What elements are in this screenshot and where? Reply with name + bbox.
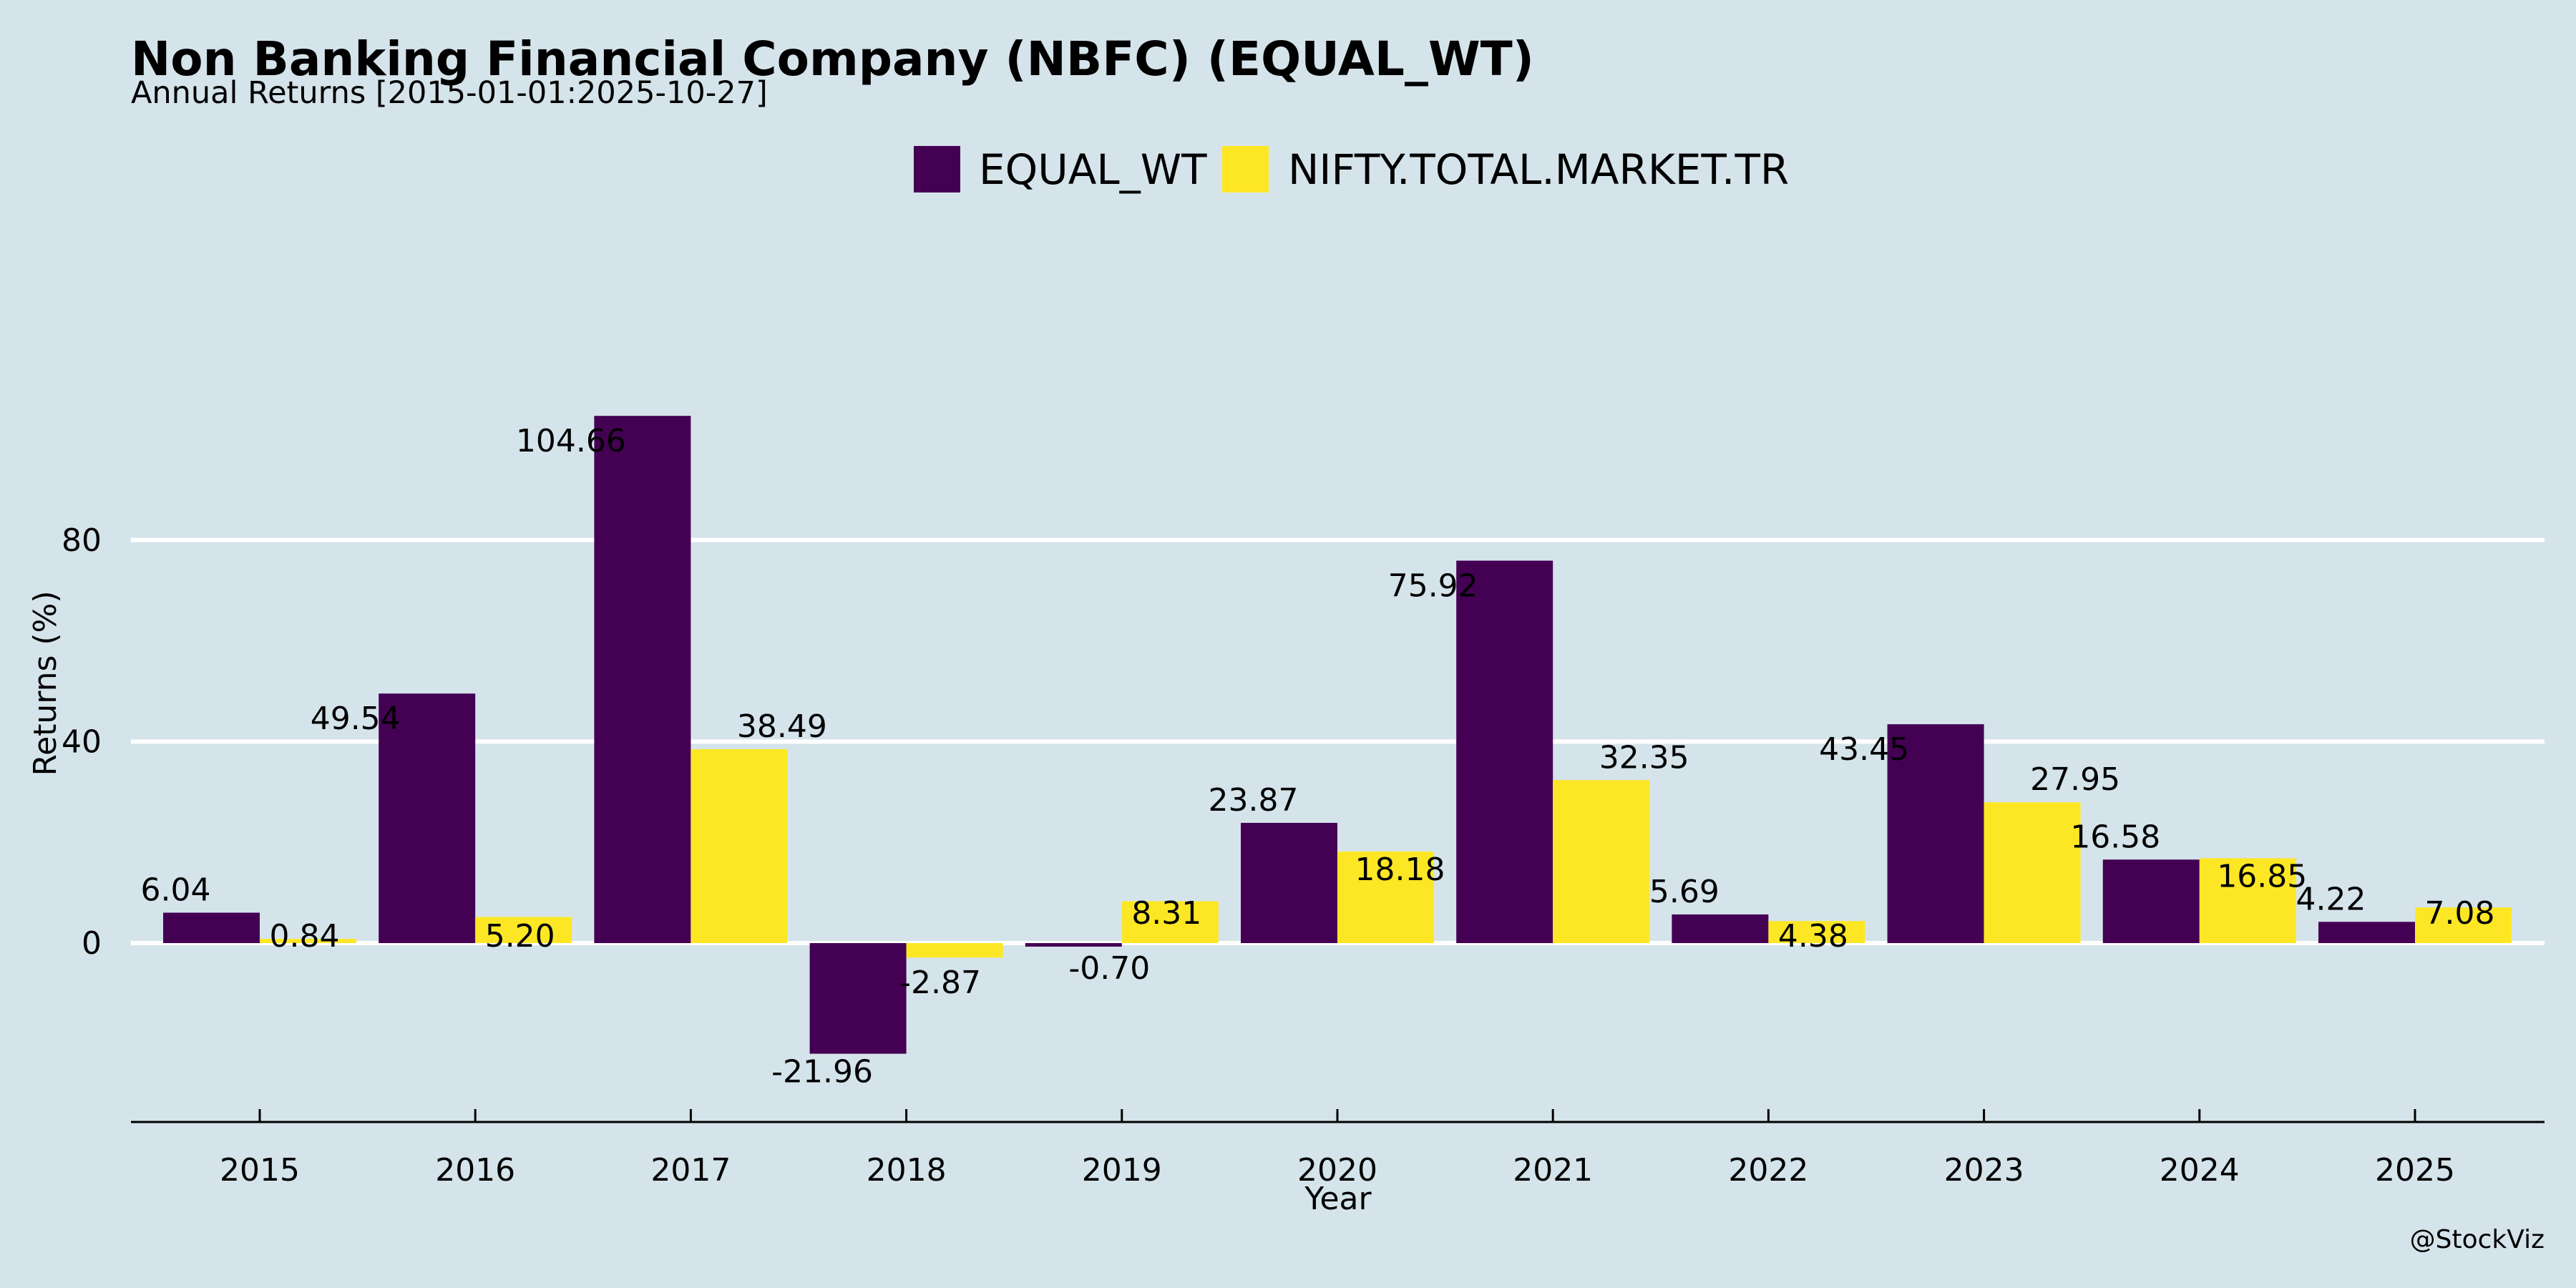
legend: EQUAL_WT NIFTY.TOTAL.MARKET.TR [914, 145, 1789, 194]
x-tick-label-2019: 2019 [1082, 1152, 1162, 1189]
data-label-nifty-2020: 18.18 [1355, 852, 1445, 888]
bar-nifty-2015 [260, 939, 356, 943]
bar-equal-wt-2016 [379, 693, 476, 943]
bar-equal-wt-2020 [1241, 822, 1337, 943]
x-tick-label-2017: 2017 [650, 1152, 731, 1189]
x-axis-title: Year [1304, 1181, 1372, 1217]
data-label-nifty-2016: 5.20 [485, 918, 555, 955]
x-tick-label-2020: 2020 [1297, 1152, 1377, 1189]
x-tick-label-2015: 2015 [220, 1152, 300, 1189]
bar-nifty-2025 [2415, 907, 2512, 943]
data-label-equal-wt-2023: 43.45 [1819, 731, 1909, 768]
bar-nifty-2016 [475, 917, 572, 943]
data-label-equal-wt-2015: 6.04 [141, 872, 211, 908]
y-ticks: 0 40 80 [62, 522, 102, 962]
data-label-equal-wt-2020: 23.87 [1209, 782, 1299, 819]
x-axis: 2015 2016 2017 2018 2019 2020 2021 2022 2023 2024… [131, 1109, 2545, 1189]
bar-nifty-2020 [1337, 852, 1434, 943]
bar-nifty-2021 [1553, 780, 1650, 943]
y-axis-title: Returns (%) [27, 590, 64, 776]
chart-title: Non Banking Financial Company (NBFC) (EQ… [131, 31, 1534, 87]
data-label-equal-wt-2022: 5.69 [1649, 874, 1719, 910]
bar-nifty-2018 [906, 943, 1003, 958]
x-tick-label-2016: 2016 [435, 1152, 515, 1189]
bars [163, 416, 2512, 1054]
data-label-nifty-2025: 7.08 [2425, 895, 2495, 932]
legend-swatch-equal-wt [914, 146, 960, 192]
data-label-nifty-2023: 27.95 [2030, 761, 2120, 798]
x-tick-label-2024: 2024 [2160, 1152, 2240, 1189]
y-tick-label-0: 0 [82, 925, 102, 962]
data-labels: 6.04 49.54 104.66 -21.96 -0.70 23.87 75.92 5.69… [141, 423, 2495, 1090]
credit-label: @StockViz [2410, 1225, 2545, 1254]
data-label-nifty-2021: 32.35 [1599, 739, 1689, 776]
data-label-nifty-2015: 0.84 [270, 918, 340, 955]
bar-equal-wt-2023 [1887, 724, 1984, 943]
bar-equal-wt-2022 [1672, 914, 1769, 943]
bar-nifty-2019 [1121, 901, 1219, 943]
bar-equal-wt-2019 [1025, 943, 1122, 947]
legend-label-nifty: NIFTY.TOTAL.MARKET.TR [1288, 145, 1789, 194]
bar-equal-wt-2015 [163, 912, 260, 943]
bar-nifty-2022 [1768, 921, 1865, 943]
chart-subtitle: Annual Returns [2015-01-01:2025-10-27] [131, 75, 768, 111]
bar-nifty-2017 [691, 749, 788, 943]
bar-equal-wt-2017 [594, 416, 691, 943]
x-tick-label-2025: 2025 [2375, 1152, 2455, 1189]
data-label-equal-wt-2024: 16.58 [2070, 819, 2160, 855]
data-label-equal-wt-2018: -21.96 [771, 1054, 873, 1091]
data-label-equal-wt-2021: 75.92 [1388, 568, 1478, 605]
data-label-nifty-2017: 38.49 [737, 708, 827, 745]
x-tick-label-2023: 2023 [1944, 1152, 2024, 1189]
legend-swatch-nifty [1222, 146, 1269, 192]
y-tick-label-40: 40 [62, 723, 102, 760]
data-label-nifty-2018: -2.87 [899, 965, 981, 1001]
x-tick-label-2022: 2022 [1728, 1152, 1808, 1189]
data-label-equal-wt-2016: 49.54 [311, 701, 401, 737]
bar-equal-wt-2018 [809, 943, 907, 1054]
data-label-nifty-2019: 8.31 [1131, 895, 1201, 932]
bar-nifty-2023 [1984, 802, 2081, 943]
legend-label-equal-wt: EQUAL_WT [979, 145, 1207, 194]
data-label-equal-wt-2025: 4.22 [2296, 881, 2366, 917]
bar-equal-wt-2025 [2318, 922, 2415, 943]
data-label-equal-wt-2017: 104.66 [516, 423, 626, 459]
data-label-nifty-2022: 4.38 [1778, 918, 1848, 955]
data-label-nifty-2024: 16.85 [2217, 858, 2307, 894]
bar-nifty-2024 [2199, 858, 2296, 943]
x-tick-label-2018: 2018 [867, 1152, 947, 1189]
y-tick-label-80: 80 [62, 522, 102, 559]
data-label-equal-wt-2019: -0.70 [1068, 950, 1150, 987]
x-tick-label-2021: 2021 [1513, 1152, 1593, 1189]
bar-equal-wt-2024 [2102, 859, 2200, 943]
bar-equal-wt-2021 [1456, 560, 1553, 943]
